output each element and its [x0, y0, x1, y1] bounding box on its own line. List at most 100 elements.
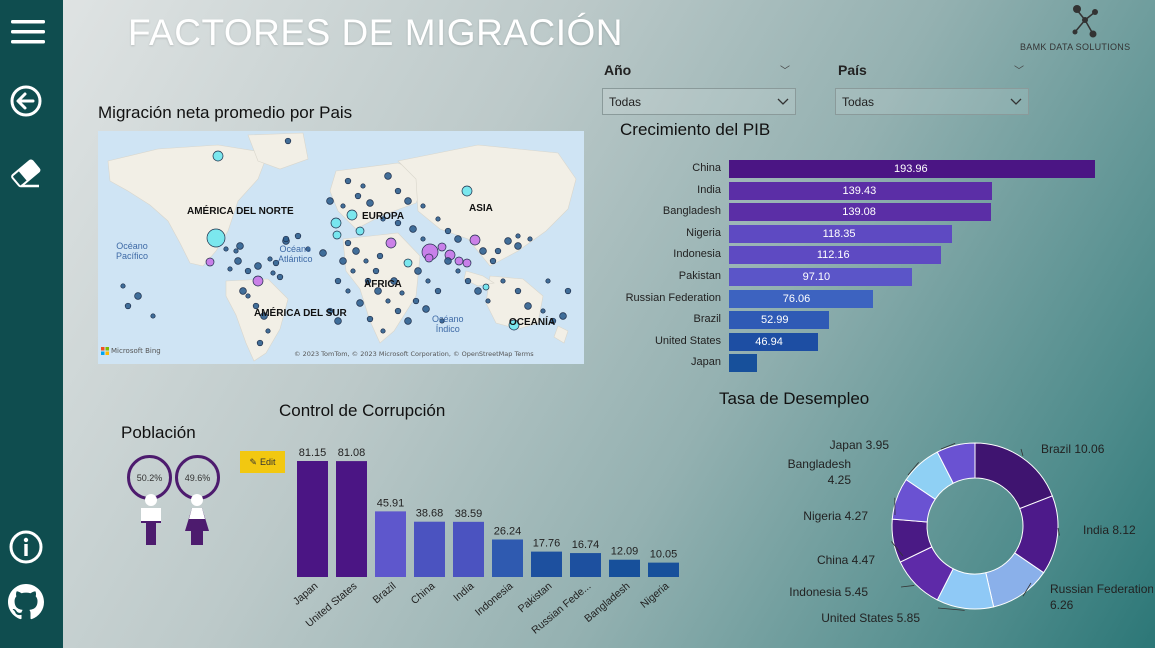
year-dropdown[interactable]: Todas	[602, 88, 796, 115]
info-button[interactable]	[7, 528, 45, 566]
corruption-bar-japan[interactable]	[297, 461, 328, 577]
map-bubble[interactable]	[150, 313, 156, 319]
map-bubble[interactable]	[412, 297, 420, 305]
map-bubble[interactable]	[366, 199, 374, 207]
map-bubble[interactable]	[404, 197, 412, 205]
map-bubble[interactable]	[514, 287, 522, 295]
map-bubble[interactable]	[394, 219, 402, 227]
map-bubble[interactable]	[380, 216, 386, 222]
map-bubble[interactable]	[345, 288, 351, 294]
gdp-bar-row[interactable]: Nigeria 118.35	[611, 224, 1101, 243]
map-bubble[interactable]	[461, 185, 473, 197]
corruption-bar-india[interactable]	[453, 521, 484, 577]
map-bubble[interactable]	[120, 283, 126, 289]
corruption-bar-bangladesh[interactable]	[609, 559, 640, 577]
map-bubble[interactable]	[420, 203, 426, 209]
gdp-bar-row[interactable]: Indonesia 112.16	[611, 246, 1101, 265]
map-bubble[interactable]	[404, 317, 412, 325]
map-bubble[interactable]	[326, 307, 334, 315]
map-bubble[interactable]	[252, 302, 260, 310]
map-bubble[interactable]	[319, 249, 327, 257]
map-bubble[interactable]	[236, 242, 244, 250]
map-bubble[interactable]	[464, 277, 472, 285]
map-bubble[interactable]	[332, 230, 342, 240]
map-bubble[interactable]	[352, 247, 360, 255]
map-bubble[interactable]	[256, 339, 264, 347]
map-bubble[interactable]	[205, 257, 215, 267]
map-bubble[interactable]	[385, 298, 391, 304]
back-button[interactable]	[7, 82, 45, 120]
map-bubble[interactable]	[482, 283, 490, 291]
map-bubble[interactable]	[340, 203, 346, 209]
map-bubble[interactable]	[355, 226, 365, 236]
map-bubble[interactable]	[479, 247, 487, 255]
year-collapse-icon[interactable]: ﹀	[780, 66, 790, 77]
map-bubble[interactable]	[282, 235, 290, 243]
map-bubble[interactable]	[469, 234, 481, 246]
map-bubble[interactable]	[462, 258, 472, 268]
map-bubble[interactable]	[227, 266, 233, 272]
map-bubble[interactable]	[399, 290, 405, 296]
map-bubble[interactable]	[212, 150, 224, 162]
country-dropdown[interactable]: Todas	[835, 88, 1029, 115]
map-bubble[interactable]	[364, 277, 372, 285]
map-bubble[interactable]	[508, 319, 520, 331]
gdp-bar-row[interactable]: Japan	[611, 354, 1101, 373]
donut-slice-japan[interactable]	[936, 442, 976, 484]
gdp-bar-japan[interactable]	[729, 354, 757, 373]
corruption-bar-pakistan[interactable]	[531, 551, 562, 577]
gdp-bar-row[interactable]: China 193.96	[611, 160, 1101, 178]
map-bubble[interactable]	[267, 256, 273, 262]
map-bubble[interactable]	[489, 257, 497, 265]
map-bubble[interactable]	[380, 328, 386, 334]
map-bubble[interactable]	[437, 242, 447, 252]
map-bubble[interactable]	[354, 192, 362, 200]
map-bubble[interactable]	[424, 253, 434, 263]
map-bubble[interactable]	[244, 267, 252, 275]
map-bubble[interactable]	[514, 242, 522, 250]
map-bubble[interactable]	[339, 257, 347, 265]
map-bubble[interactable]	[390, 277, 398, 285]
map-bubble[interactable]	[239, 287, 247, 295]
map-bubble[interactable]	[515, 233, 521, 239]
map-bubble[interactable]	[385, 237, 397, 249]
map-bubble[interactable]	[124, 302, 132, 310]
map-bubble[interactable]	[394, 307, 402, 315]
map-bubble[interactable]	[494, 247, 502, 255]
map-bubble[interactable]	[223, 246, 229, 252]
map-bubble[interactable]	[344, 239, 352, 247]
map-bubble[interactable]	[270, 270, 276, 276]
map-bubble[interactable]	[366, 315, 374, 323]
gdp-bar-row[interactable]: United States 46.94	[611, 332, 1101, 351]
map-bubble[interactable]	[252, 275, 264, 287]
map-bubble[interactable]	[409, 225, 417, 233]
map-bubble[interactable]	[425, 278, 431, 284]
map-bubble[interactable]	[559, 312, 567, 320]
gdp-bar-russian-federation[interactable]	[729, 289, 873, 308]
migration-map[interactable]: AMÉRICA DEL NORTE EUROPA ASIA ÁFRICA AMÉ…	[98, 131, 584, 364]
map-bubble[interactable]	[334, 317, 342, 325]
map-bubble[interactable]	[294, 232, 302, 240]
map-bubble[interactable]	[444, 227, 452, 235]
corruption-bar-brazil[interactable]	[375, 511, 406, 577]
map-bubble[interactable]	[420, 236, 426, 242]
map-bubble[interactable]	[245, 293, 251, 299]
corruption-bar-russian-fede[interactable]	[570, 553, 601, 577]
map-bubble[interactable]	[549, 317, 557, 325]
map-bubble[interactable]	[439, 318, 445, 324]
map-bubble[interactable]	[356, 299, 364, 307]
map-bubble[interactable]	[384, 172, 392, 180]
map-bubble[interactable]	[454, 235, 462, 243]
map-bubble[interactable]	[346, 209, 358, 221]
gdp-bar-row[interactable]: Pakistan 97.10	[611, 268, 1101, 286]
map-bubble[interactable]	[334, 277, 342, 285]
gdp-bar-indonesia[interactable]	[729, 246, 941, 265]
map-bubble[interactable]	[444, 257, 452, 265]
map-attribution[interactable]: © 2023 TomTom, © 2023 Microsoft Corporat…	[294, 350, 534, 358]
map-bubble[interactable]	[360, 183, 366, 189]
corruption-bar-united-states[interactable]	[336, 461, 367, 577]
map-bubble[interactable]	[376, 252, 384, 260]
map-bubble[interactable]	[276, 273, 284, 281]
map-bubble[interactable]	[414, 267, 422, 275]
gdp-bar-row[interactable]: Bangladesh 139.08	[611, 203, 1101, 222]
